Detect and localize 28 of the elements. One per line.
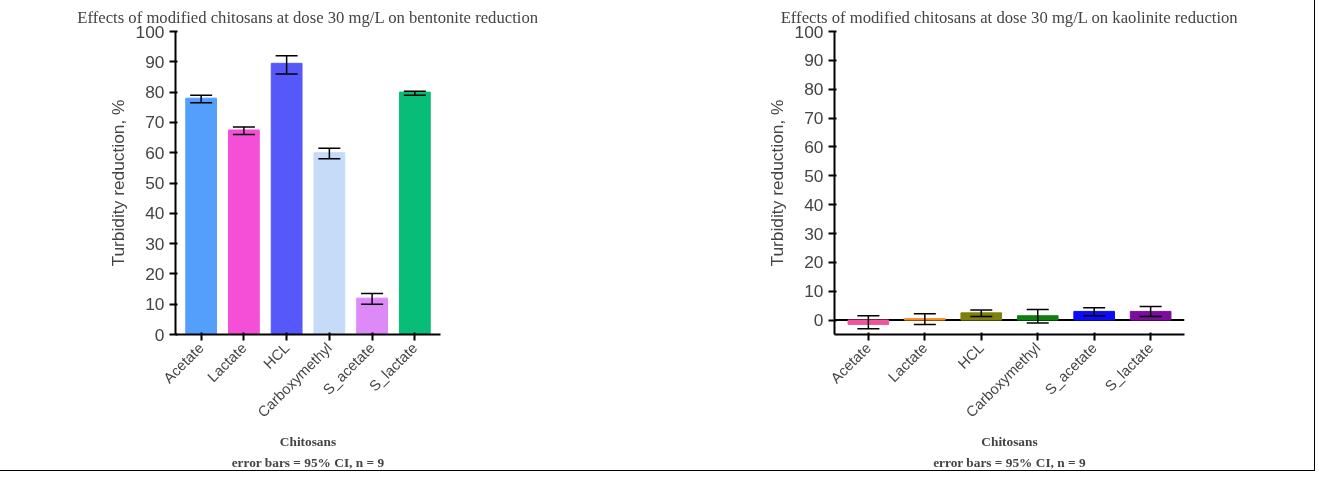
y-axis-title: Turbidity reduction, % (107, 99, 128, 267)
text: error bars = 95% CI, n = 9 (231, 454, 385, 470)
y-tick-label: 60 (145, 142, 165, 163)
x-axis-title: Chitosans (279, 433, 337, 449)
text: error bars = 95% CI, n = 9 (933, 454, 1086, 470)
y-tick-label: 80 (145, 82, 165, 103)
y-axis-title: Turbidity reduction, % (766, 99, 787, 267)
y-tick-label: 90 (145, 51, 165, 72)
y-tick-label: 70 (145, 112, 165, 133)
y-tick-label: 60 (804, 136, 824, 157)
y-tick-label: 40 (804, 194, 824, 215)
y-tick-label: 10 (145, 294, 165, 315)
y-tick-label: 20 (804, 252, 824, 273)
y-tick-label: 80 (804, 79, 824, 100)
x-axis-title: Chitosans (981, 433, 1038, 449)
y-tick-label: 50 (804, 165, 824, 186)
y-tick-label: 30 (804, 223, 824, 244)
y-tick-label: 30 (145, 233, 165, 254)
y-tick-label: 10 (804, 281, 824, 302)
y-tick-label: 40 (145, 203, 165, 224)
y-tick-label: 20 (145, 263, 165, 284)
y-tick-label: 0 (154, 324, 165, 345)
chart-title: Effects of modified chitosans at dose 30 mg/L on bentonite reduction (77, 7, 539, 27)
y-tick-label: 90 (804, 50, 824, 71)
y-tick-label: 50 (145, 173, 165, 193)
chart-title: Effects of modified chitosans at dose 30 mg/L on kaolinite reduction (780, 7, 1239, 27)
y-tick-label: 0 (813, 310, 824, 331)
y-tick-label: 70 (804, 108, 824, 129)
